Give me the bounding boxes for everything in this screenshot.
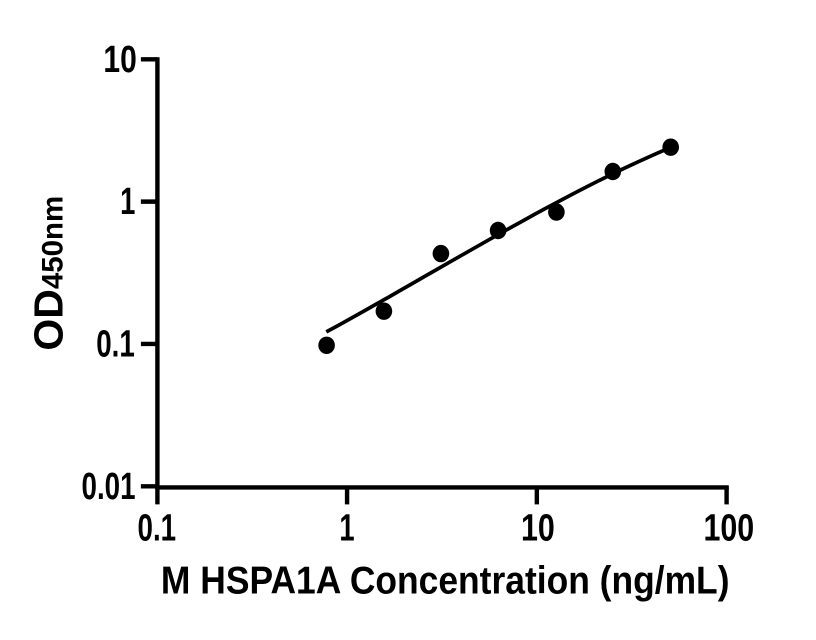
svg-text:10: 10 — [521, 507, 555, 549]
svg-text:100: 100 — [703, 507, 754, 549]
svg-text:1: 1 — [120, 181, 135, 223]
svg-text:0.1: 0.1 — [138, 507, 177, 549]
svg-text:0.1: 0.1 — [96, 323, 135, 365]
svg-text:10: 10 — [103, 39, 136, 81]
svg-text:M HSPA1A Concentration (ng/mL): M HSPA1A Concentration (ng/mL) — [161, 559, 730, 602]
svg-text:1: 1 — [339, 507, 354, 549]
svg-text:0.01: 0.01 — [82, 466, 136, 508]
svg-text:OD450nm: OD450nm — [26, 196, 72, 351]
